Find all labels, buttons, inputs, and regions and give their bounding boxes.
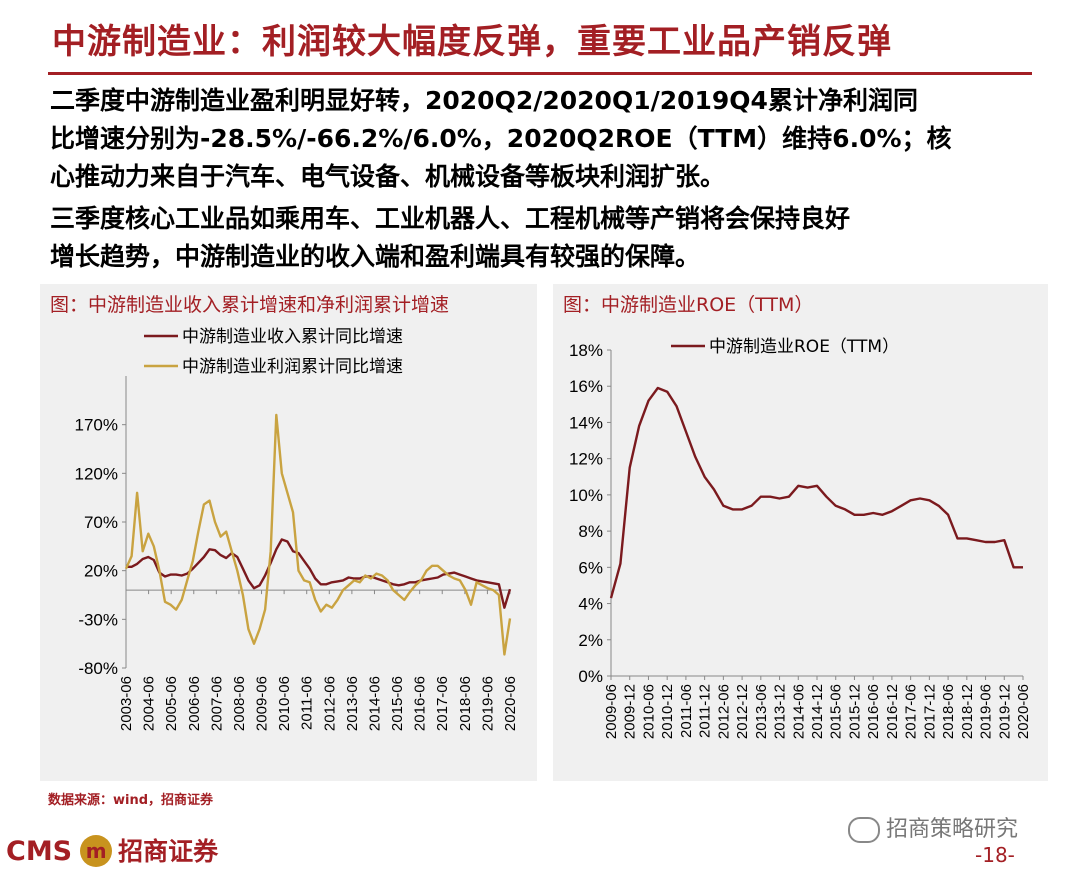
x-tick-label: 2012-12 — [734, 684, 751, 739]
x-tick-label: 2013-12 — [772, 684, 789, 739]
logo-emblem-icon: m — [80, 834, 113, 867]
y-tick-label: -30% — [78, 610, 118, 629]
x-tick-label: 2019-06 — [978, 684, 995, 739]
x-tick-label: 2016-06 — [865, 684, 882, 739]
y-tick-label: 2% — [578, 631, 603, 650]
x-tick-label: 2018-12 — [959, 684, 976, 739]
series-line-2 — [124, 413, 512, 656]
x-tick-label: 2011-12 — [697, 684, 714, 738]
x-tick-label: 2014-06 — [790, 684, 807, 739]
x-tick-label: 2017-06 — [903, 684, 920, 739]
logo-text-cn: 招商证券 — [118, 837, 219, 866]
x-tick-label: 2009-06 — [254, 676, 271, 731]
paragraph-line: 二季度中游制造业盈利明显好转，2020Q2/2020Q1/2019Q4累计净利润… — [50, 86, 918, 115]
x-tick-label: 2019-12 — [996, 684, 1013, 739]
y-tick-label: 10% — [569, 486, 603, 505]
x-tick-label: 2009-12 — [622, 684, 639, 739]
summary-paragraph-1: 二季度中游制造业盈利明显好转，2020Q2/2020Q1/2019Q4累计净利润… — [50, 82, 1035, 196]
x-tick-label: 2013-06 — [753, 684, 770, 739]
x-tick-label: 2012-06 — [715, 684, 732, 739]
paragraph-line: 心推动力来自于汽车、电气设备、机械设备等板块利润扩张。 — [50, 162, 726, 191]
summary-paragraph-2: 三季度核心工业品如乘用车、工业机器人、工程机械等产销将会保持良好 增长趋势，中游… — [50, 200, 1035, 276]
y-tick-label: 170% — [75, 416, 118, 435]
y-tick-label: 16% — [569, 377, 603, 396]
x-tick-label: 2017-06 — [434, 676, 451, 731]
y-tick-label: 14% — [569, 413, 603, 432]
roe-chart-panel: 图：中游制造业ROE（TTM） 0% 2% 4% 6% 8% 10% 12% 14% 16% 18… — [553, 284, 1048, 781]
roe-chart-title: 图：中游制造业ROE（TTM） — [563, 294, 814, 316]
y-tick-label: 8% — [578, 522, 603, 541]
x-tick-label: 2014-06 — [366, 676, 383, 731]
x-tick-label: 2009-06 — [603, 684, 620, 739]
y-tick-label: 120% — [75, 464, 118, 483]
series-line-1 — [609, 386, 1023, 599]
x-tick-label: 2011-06 — [299, 676, 316, 730]
wechat-icon — [848, 817, 880, 843]
x-tick-label: 2006-06 — [186, 676, 203, 731]
y-tick-label: 20% — [84, 562, 118, 581]
y-tick-label: -80% — [78, 659, 118, 678]
legend-label: 中游制造业利润累计同比增速 — [182, 357, 403, 377]
x-tick-label: 2007-06 — [208, 676, 225, 731]
x-tick-label: 2020-06 — [502, 676, 519, 731]
x-tick-label: 2018-06 — [457, 676, 474, 731]
x-tick-label: 2011-06 — [678, 684, 695, 738]
x-tick-label: 2005-06 — [163, 676, 180, 731]
y-tick-label: 12% — [569, 450, 603, 469]
x-tick-label: 2013-06 — [344, 676, 361, 731]
title-divider — [48, 72, 1032, 75]
growth-chart-title: 图：中游制造业收入累计增速和净利润累计增速 — [50, 294, 450, 316]
data-source-note: 数据来源：wind，招商证券 — [48, 793, 214, 808]
page-number: -18- — [975, 843, 1015, 867]
wechat-account-name: 招商策略研究 — [886, 817, 1019, 842]
legend-label: 中游制造业收入累计同比增速 — [182, 327, 403, 347]
x-tick-label: 2014-12 — [809, 684, 826, 739]
x-tick-label: 2003-06 — [118, 676, 135, 731]
x-tick-label: 2016-06 — [412, 676, 429, 731]
y-tick-label: 18% — [569, 341, 603, 360]
logo-text-en: CMS — [6, 836, 73, 867]
paragraph-line: 增长趋势，中游制造业的收入端和盈利端具有较强的保障。 — [50, 242, 701, 271]
x-tick-label: 2017-12 — [921, 684, 938, 739]
x-tick-label: 2010-12 — [659, 684, 676, 739]
y-tick-label: 0% — [578, 667, 603, 686]
x-tick-label: 2015-06 — [828, 684, 845, 739]
y-tick-label: 4% — [578, 595, 603, 614]
x-tick-label: 2010-06 — [640, 684, 657, 739]
paragraph-line: 三季度核心工业品如乘用车、工业机器人、工程机械等产销将会保持良好 — [50, 204, 851, 233]
x-tick-label: 2010-06 — [276, 676, 293, 731]
page-title: 中游制造业：利润较大幅度反弹，重要工业品产销反弹 — [52, 22, 892, 62]
legend-label: 中游制造业ROE（TTM） — [709, 337, 899, 357]
growth-chart-panel: 图：中游制造业收入累计增速和净利润累计增速 -80% -30% 20% 70% 120%… — [40, 284, 537, 781]
y-tick-label: 70% — [84, 513, 118, 532]
wechat-watermark: 招商策略研究 — [848, 811, 1018, 843]
roe-chart: 0%2%4%6%8%10%12%14%16%18%2009-06 2009-12 2… — [569, 337, 1032, 739]
paragraph-line: 比增速分别为-28.5%/-66.2%/6.0%，2020Q2ROE（TTM）维… — [50, 124, 952, 153]
x-tick-label: 2020-06 — [1015, 684, 1032, 739]
growth-chart: -80% -30% 20% 70% 120% 170% 2003-06 2004-06 2005… — [75, 327, 519, 731]
x-tick-label: 2016-12 — [884, 684, 901, 739]
x-tick-label: 2004-06 — [141, 676, 158, 731]
x-tick-label: 2012-06 — [321, 676, 338, 731]
x-tick-label: 2008-06 — [231, 676, 248, 731]
x-tick-label: 2015-06 — [389, 676, 406, 731]
company-logo: CMS m 招商证券 — [6, 832, 218, 871]
y-tick-label: 6% — [578, 558, 603, 577]
x-tick-label: 2015-12 — [846, 684, 863, 739]
x-tick-label: 2019-06 — [479, 676, 496, 731]
x-tick-label: 2018-06 — [940, 684, 957, 739]
